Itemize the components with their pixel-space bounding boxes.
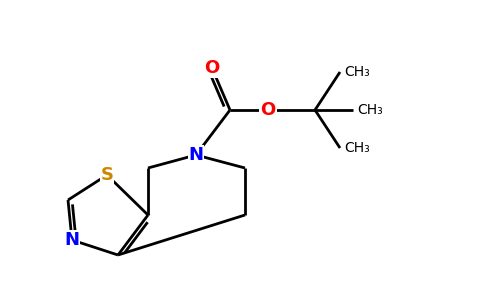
Text: O: O <box>260 101 275 119</box>
Text: N: N <box>188 146 203 164</box>
Text: CH₃: CH₃ <box>344 65 370 79</box>
Text: O: O <box>204 59 220 77</box>
Text: S: S <box>101 166 114 184</box>
Text: CH₃: CH₃ <box>357 103 383 117</box>
Text: N: N <box>64 231 79 249</box>
Text: CH₃: CH₃ <box>344 141 370 155</box>
